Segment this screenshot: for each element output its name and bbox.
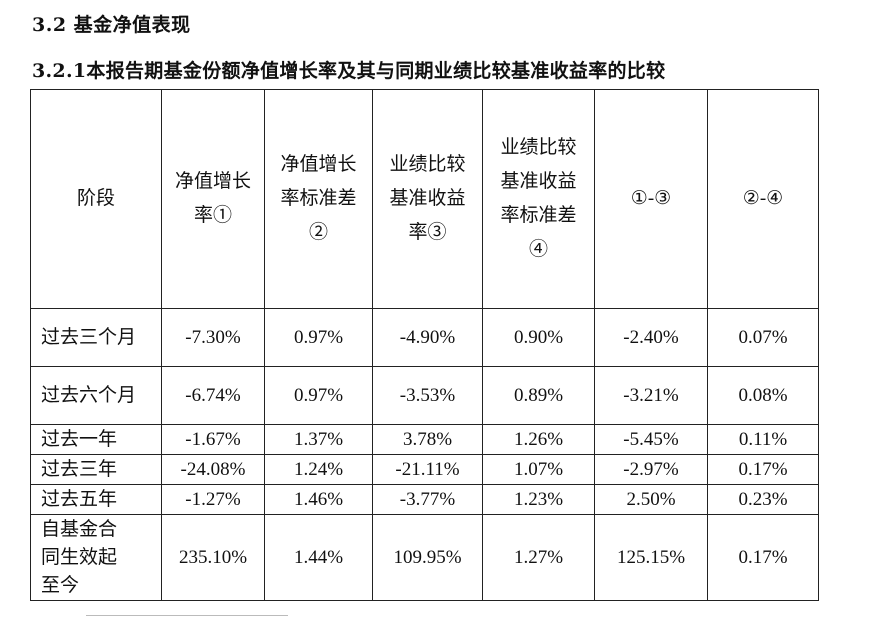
header-diff-1-3: ①-③ xyxy=(594,89,708,309)
row-period: 过去三年 xyxy=(30,454,162,485)
header-nav-growth-std-text: 净值增长率标准差② xyxy=(280,154,357,243)
section-title: 3.2 基金净值表现 xyxy=(32,14,191,36)
header-nav-growth-text: 净值增长率① xyxy=(175,171,252,226)
cell-diff-2-4: 0.07% xyxy=(707,308,819,367)
header-benchmark-return: 业绩比较基准收益率③ xyxy=(372,89,483,309)
cell-nav-growth-std: 1.24% xyxy=(264,454,373,485)
cell-benchmark-return-std: 1.27% xyxy=(482,514,595,601)
cell-benchmark-return: -3.77% xyxy=(372,484,483,515)
cell-benchmark-return: -3.53% xyxy=(372,366,483,425)
header-benchmark-return-std: 业绩比较基准收益率标准差④ xyxy=(482,89,595,309)
cell-benchmark-return: -21.11% xyxy=(372,454,483,485)
header-benchmark-return-text: 业绩比较基准收益率③ xyxy=(389,154,466,243)
cell-nav-growth: -1.67% xyxy=(161,424,265,455)
cell-nav-growth: 235.10% xyxy=(161,514,265,601)
cell-diff-1-3: -2.97% xyxy=(594,454,708,485)
cell-benchmark-return-std: 1.07% xyxy=(482,454,595,485)
table-row: 过去三个月 -7.30% 0.97% -4.90% 0.90% -2.40% 0… xyxy=(30,308,819,367)
table-row: 过去六个月 -6.74% 0.97% -3.53% 0.89% -3.21% 0… xyxy=(30,366,819,425)
cell-diff-2-4: 0.08% xyxy=(707,366,819,425)
cell-benchmark-return-std: 1.23% xyxy=(482,484,595,515)
cell-nav-growth: -6.74% xyxy=(161,366,265,425)
cell-diff-1-3: 2.50% xyxy=(594,484,708,515)
cell-diff-1-3: -5.45% xyxy=(594,424,708,455)
subsection-title: 3.2.1本报告期基金份额净值增长率及其与同期业绩比较基准收益率的比较 xyxy=(32,60,666,82)
cell-benchmark-return: 109.95% xyxy=(372,514,483,601)
cell-diff-2-4: 0.11% xyxy=(707,424,819,455)
cell-benchmark-return: -4.90% xyxy=(372,308,483,367)
table-row: 自基金合同生效起至今 235.10% 1.44% 109.95% 1.27% 1… xyxy=(30,514,819,601)
cell-benchmark-return-std: 0.89% xyxy=(482,366,595,425)
cell-nav-growth: -24.08% xyxy=(161,454,265,485)
header-diff-2-4: ②-④ xyxy=(707,89,819,309)
row-period: 过去一年 xyxy=(30,424,162,455)
cell-nav-growth-std: 1.37% xyxy=(264,424,373,455)
cell-diff-2-4: 0.17% xyxy=(707,514,819,601)
header-period: 阶段 xyxy=(30,89,162,309)
table-header-row: 阶段 净值增长率① 净值增长率标准差② 业绩比较基准收益率③ 业绩比较基准收益率… xyxy=(30,89,819,309)
cell-nav-growth-std: 0.97% xyxy=(264,366,373,425)
cell-nav-growth: -7.30% xyxy=(161,308,265,367)
cell-diff-2-4: 0.23% xyxy=(707,484,819,515)
cell-diff-1-3: -3.21% xyxy=(594,366,708,425)
row-period: 过去六个月 xyxy=(30,366,162,425)
header-nav-growth-std: 净值增长率标准差② xyxy=(264,89,373,309)
header-benchmark-return-std-text: 业绩比较基准收益率标准差④ xyxy=(500,137,577,260)
cell-benchmark-return-std: 1.26% xyxy=(482,424,595,455)
cell-diff-2-4: 0.17% xyxy=(707,454,819,485)
cell-diff-1-3: 125.15% xyxy=(594,514,708,601)
row-period: 过去三个月 xyxy=(30,308,162,367)
cell-benchmark-return-std: 0.90% xyxy=(482,308,595,367)
table-row: 过去五年 -1.27% 1.46% -3.77% 1.23% 2.50% 0.2… xyxy=(30,484,819,515)
header-nav-growth: 净值增长率① xyxy=(161,89,265,309)
cell-nav-growth-std: 1.46% xyxy=(264,484,373,515)
cell-nav-growth: -1.27% xyxy=(161,484,265,515)
nav-performance-table: 阶段 净值增长率① 净值增长率标准差② 业绩比较基准收益率③ 业绩比较基准收益率… xyxy=(30,89,819,601)
row-period: 过去五年 xyxy=(30,484,162,515)
row-period-text: 自基金合同生效起至今 xyxy=(41,518,118,596)
table-row: 过去三年 -24.08% 1.24% -21.11% 1.07% -2.97% … xyxy=(30,454,819,485)
cell-benchmark-return: 3.78% xyxy=(372,424,483,455)
footnote-divider xyxy=(86,615,288,616)
cell-diff-1-3: -2.40% xyxy=(594,308,708,367)
cell-nav-growth-std: 0.97% xyxy=(264,308,373,367)
cell-nav-growth-std: 1.44% xyxy=(264,514,373,601)
table-row: 过去一年 -1.67% 1.37% 3.78% 1.26% -5.45% 0.1… xyxy=(30,424,819,455)
row-period: 自基金合同生效起至今 xyxy=(30,514,162,601)
